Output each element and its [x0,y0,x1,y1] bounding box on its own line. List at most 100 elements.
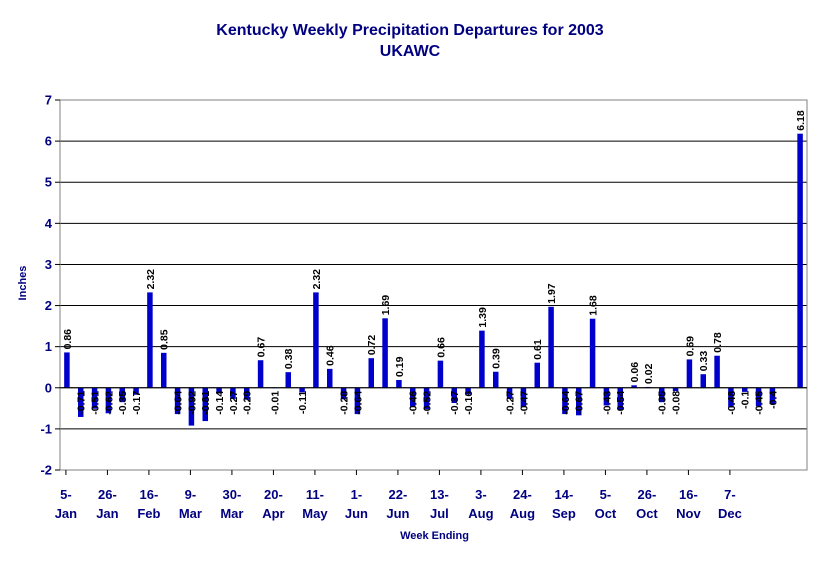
bar [396,379,402,388]
data-label: 6.18 [795,110,807,131]
y-tick-label: 4 [45,216,53,231]
bar [603,387,610,406]
chart-title: Kentucky Weekly Precipitation Departures… [216,22,604,39]
x-tick-label: 5- [60,487,72,502]
chart-subtitle: UKAWC [379,43,441,60]
bar [174,387,181,415]
data-label: 0.33 [698,351,710,372]
bar [161,352,167,388]
plot-area-frame [59,99,808,471]
data-label: -0.81 [200,391,212,415]
bar [119,387,125,403]
bar [506,387,513,399]
x-tick-label: Dec [718,506,742,521]
x-tick-label: Jan [96,506,118,521]
data-label: 1.69 [380,295,392,316]
bar [589,318,596,388]
bar [451,387,457,403]
bar [285,372,291,388]
y-axis-ticks: -2 -1 0 1 2 3 4 5 6 7 [40,93,60,478]
bar [340,387,347,400]
x-tick-label: May [302,506,328,521]
bar [548,306,554,388]
bar [105,387,112,414]
x-tick-label: 13- [430,487,449,502]
x-tick-label: Oct [636,506,658,521]
bar [755,387,762,407]
data-label: -0.27 [228,391,240,415]
bar [534,362,540,388]
data-label: -0.1 [740,391,752,409]
y-axis-title: Inches [17,266,29,301]
data-label: -0.64 [352,391,364,415]
data-label: -0.67 [574,391,586,415]
bar [230,387,236,399]
x-tick-label: Sep [552,506,576,521]
bar [700,374,706,388]
data-label: -0.47 [518,391,530,415]
y-tick-label: 5 [45,175,52,190]
bar [479,330,485,388]
bar [410,387,416,407]
bar [91,387,98,409]
x-tick-label: Oct [595,506,617,521]
data-label: -0.14 [214,391,226,415]
data-label: 0.69 [684,336,696,357]
x-tick-label: 22- [389,487,408,502]
x-tick-label: Mar [220,506,243,521]
data-label: -0.28 [339,391,351,415]
data-label: 0.86 [62,329,74,350]
data-label: -0.52 [422,391,434,415]
x-axis-ticks: 5- Jan 26- Jan 16- Feb 9- Mar 30- Mar 20- Apr 11- May… [55,470,742,521]
x-tick-label: Aug [510,506,535,521]
data-label: 0.67 [256,337,268,358]
y-tick-label: 2 [45,298,52,313]
bar [313,292,319,388]
y-tick-label: 1 [45,339,52,354]
data-label: -0.43 [601,391,613,415]
data-label: 0.66 [435,337,447,358]
x-tick-label: 16- [679,487,698,502]
bar [78,387,84,417]
y-tick-label: -1 [40,421,52,436]
data-label: -0.29 [242,391,254,415]
bar [493,371,499,388]
data-label: 0.39 [491,348,503,369]
x-tick-label: 14- [555,487,574,502]
x-tick-label: 16- [140,487,159,502]
bar [714,355,720,388]
data-label: -0.46 [408,391,420,415]
data-label: 0.61 [532,339,544,360]
bar [672,387,679,392]
data-label: 0.19 [394,356,406,377]
data-label: 2.32 [145,269,157,290]
bar [202,387,208,422]
bar [769,387,776,405]
data-label: 1.39 [477,307,489,328]
bar [576,387,582,416]
bar [423,387,430,410]
bar [631,385,637,388]
data-label: -0.01 [269,391,281,415]
bar [742,387,748,392]
x-tick-label: 30- [223,487,242,502]
data-label: 0.06 [629,362,641,383]
bar [465,387,471,395]
bar [686,359,693,388]
data-label: 1.97 [546,283,558,304]
bar [520,387,527,408]
data-label: -0.17 [131,391,143,415]
x-tick-label: Aug [468,506,493,521]
data-label: 0.46 [325,345,337,366]
x-tick-label: 5- [600,487,612,502]
bar [257,360,264,388]
bar [728,387,734,408]
x-tick-label: Apr [262,506,284,521]
data-label: -0.92 [186,391,198,415]
x-tick-label: 11- [306,487,324,502]
x-tick-label: 26- [638,487,657,502]
x-tick-label: 24- [513,487,532,502]
bar [147,292,153,388]
data-labels: 0.86-0.71 -0.51 -0.62 -0.35 -0.172.320.85-0.… [62,110,807,415]
